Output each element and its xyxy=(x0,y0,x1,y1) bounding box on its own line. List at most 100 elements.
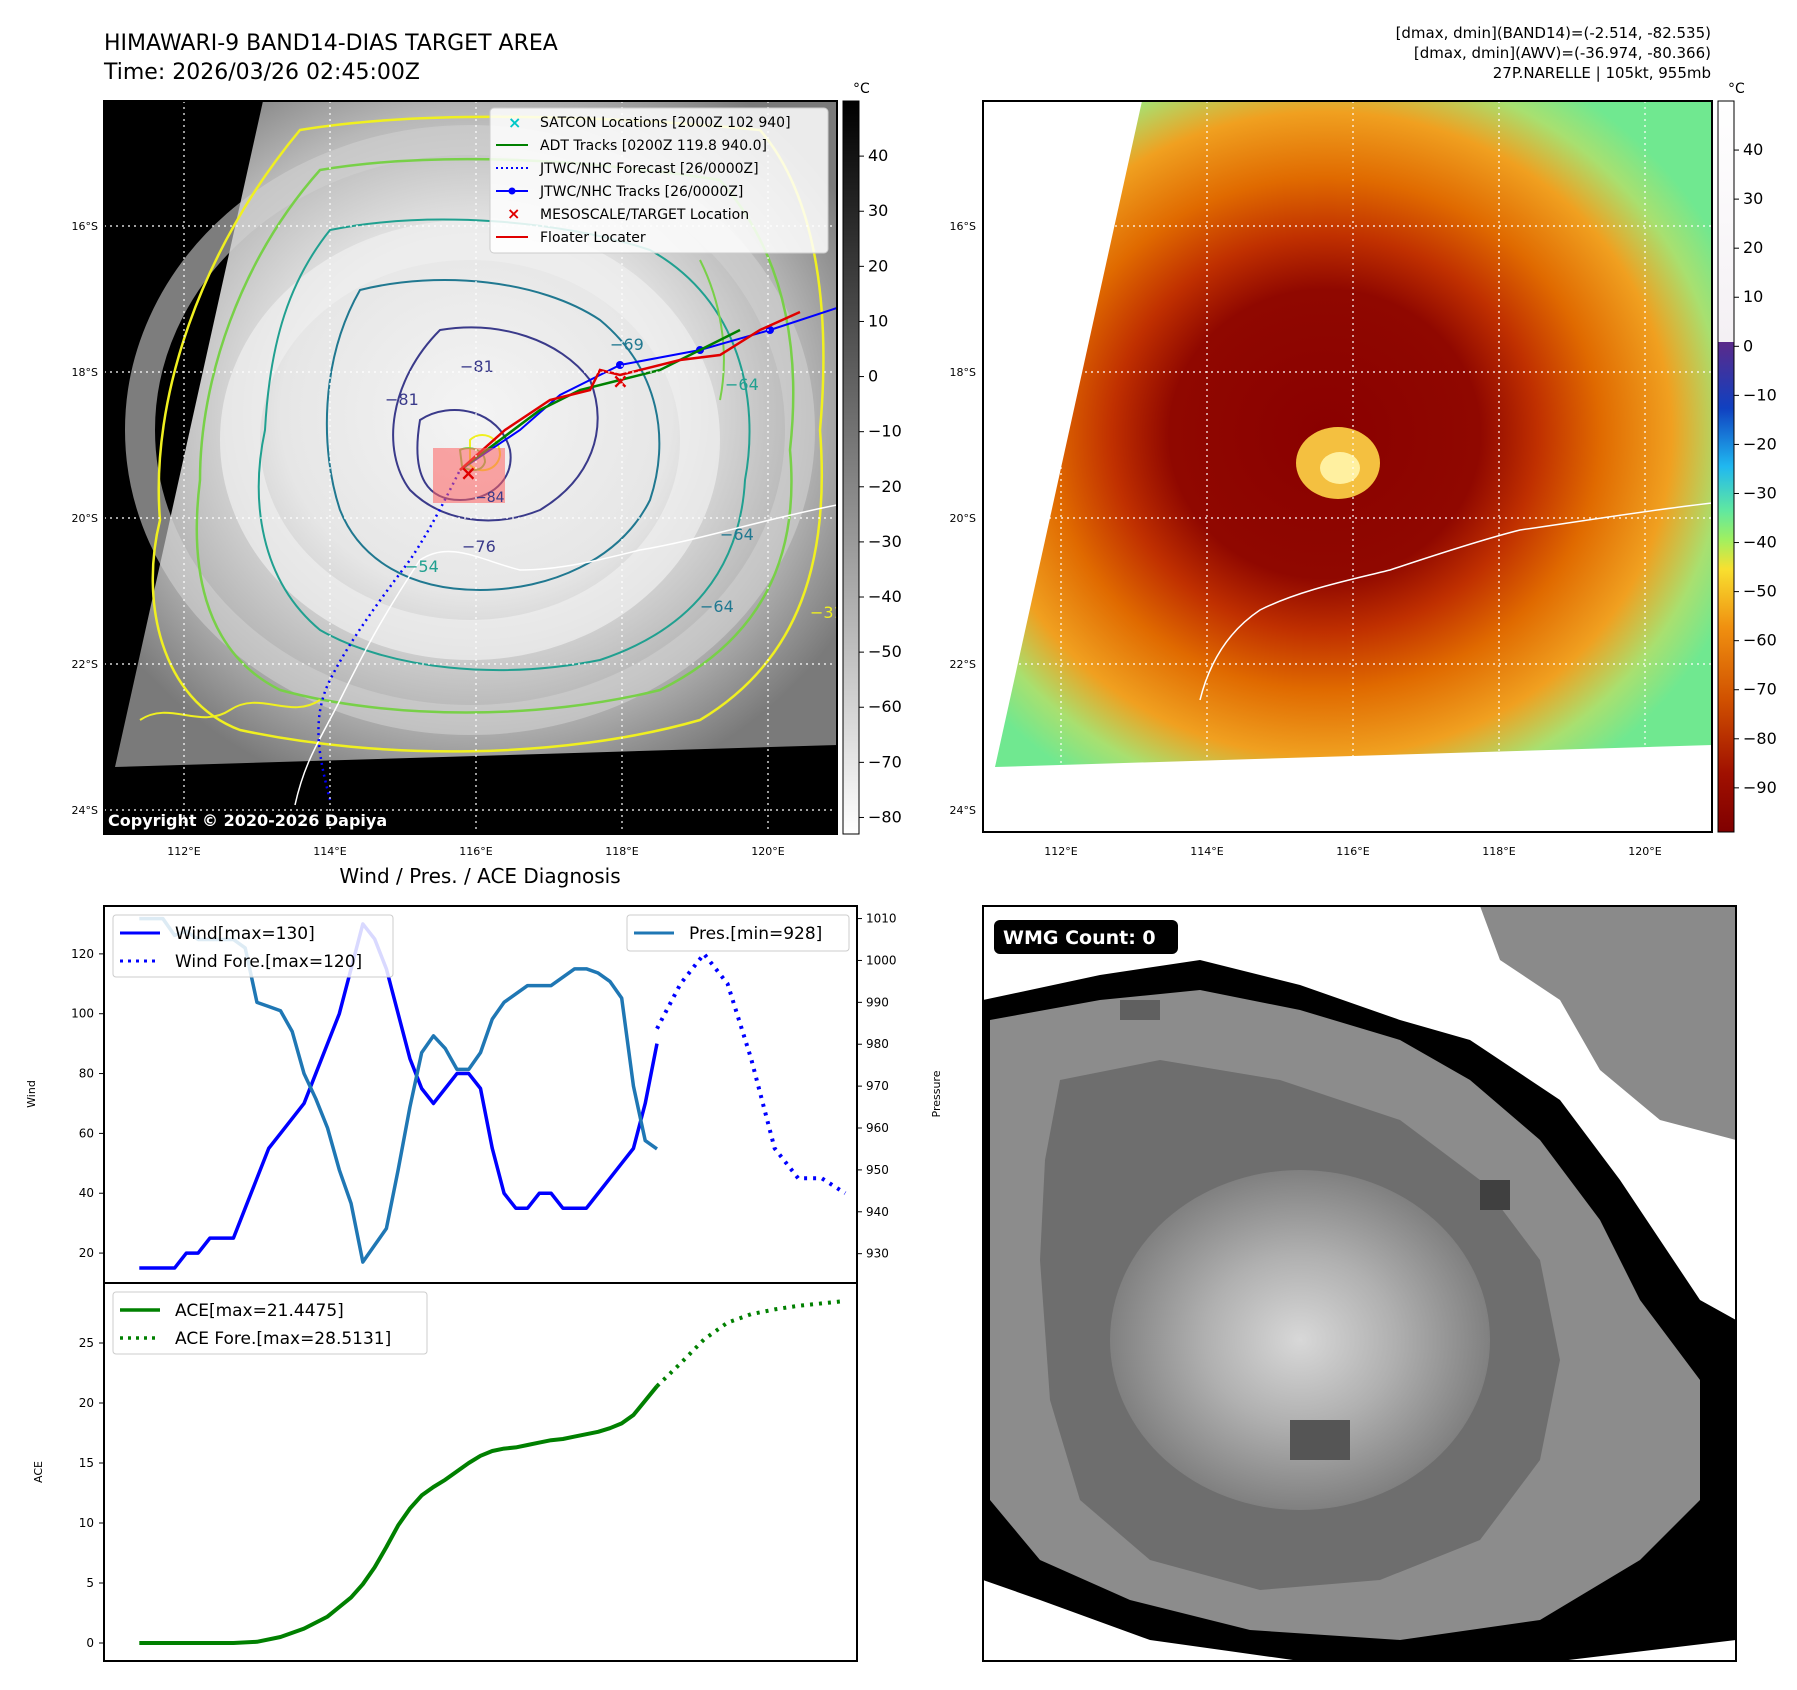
lon-label: 114°E xyxy=(313,845,346,858)
lon-label: 120°E xyxy=(751,845,784,858)
gray-colorbar-tick-label: −20 xyxy=(868,477,902,496)
contour-label: −64 xyxy=(720,525,754,544)
map1-adt-track xyxy=(459,328,741,471)
contour-label: −54 xyxy=(405,557,439,576)
pressure-legend: Pres.[min=928] xyxy=(626,914,850,952)
gray-colorbar-unit: °C xyxy=(853,81,870,97)
lon-label: 118°E xyxy=(605,845,638,858)
mesoscale-legend-icon: × xyxy=(507,204,520,223)
lat-label: 16°S xyxy=(72,220,98,233)
wind-legend-label: Wind[max=130] xyxy=(175,924,315,944)
legend-label-floater: Floater Locater xyxy=(540,230,646,246)
gray-colorbar xyxy=(842,100,860,835)
contour-label: −69 xyxy=(610,335,644,354)
color-colorbar-tick-label: 20 xyxy=(1743,238,1763,257)
color-colorbar-tick-label: 10 xyxy=(1743,287,1763,306)
ace-axis-label: ACE xyxy=(32,1461,45,1483)
lat-label: 24°S xyxy=(72,804,98,817)
color-colorbar-tick-label: 30 xyxy=(1743,189,1763,208)
map1-forecast-track xyxy=(317,469,462,801)
legend-label-jtwc: JTWC/NHC Tracks [26/0000Z] xyxy=(539,184,743,200)
contour-label: −81 xyxy=(385,390,419,409)
wind-line xyxy=(139,922,659,1270)
wind-y-ticks: 20 40 60 80 100 120 xyxy=(71,947,104,1260)
gray-colorbar-tick-label: −50 xyxy=(868,642,902,661)
color-colorbar-unit: °C xyxy=(1728,81,1745,97)
contour-label: −84 xyxy=(475,490,505,506)
pressure-tick-label: 980 xyxy=(866,1037,889,1051)
gray-colorbar-tick-label: −60 xyxy=(868,697,902,716)
color-colorbar-tick-label: −80 xyxy=(1743,729,1777,748)
map2-eye-core xyxy=(1320,452,1360,484)
legend-label-forecast: JTWC/NHC Forecast [26/0000Z] xyxy=(539,161,759,177)
color-colorbar-tick-label: −30 xyxy=(1743,483,1777,502)
ace-legend-label: ACE[max=21.4475] xyxy=(175,1301,344,1321)
band14-range: [dmax, dmin](BAND14)=(-2.514, -82.535) xyxy=(1396,24,1711,42)
wind-legend-box xyxy=(112,914,394,978)
pressure-legend-box xyxy=(626,914,850,952)
pressure-legend-label: Pres.[min=928] xyxy=(689,924,822,944)
diagnosis-title: Wind / Pres. / ACE Diagnosis xyxy=(339,864,620,888)
ace-tick-label: 10 xyxy=(79,1516,94,1530)
pressure-tick-label: 950 xyxy=(866,1163,889,1177)
pressure-tick-label: 970 xyxy=(866,1079,889,1093)
wind-forecast-line xyxy=(655,951,847,1195)
lon-label: 112°E xyxy=(1044,845,1077,858)
wind-tick-label: 20 xyxy=(79,1246,94,1260)
color-colorbar-tick-label: −20 xyxy=(1743,434,1777,453)
wind-tick-label: 40 xyxy=(79,1186,94,1200)
lon-label: 116°E xyxy=(1336,845,1369,858)
color-colorbar-ticks: 40 30 20 10 0 −10 −20 −30 −40 −50 −60 −70 −80 −90 xyxy=(1734,140,1777,797)
contour-label: −64 xyxy=(700,597,734,616)
awv-range: [dmax, dmin](AWV)=(-36.974, -80.366) xyxy=(1414,44,1711,62)
color-colorbar-tick-label: −70 xyxy=(1743,680,1777,699)
pressure-tick-label: 960 xyxy=(866,1121,889,1135)
color-colorbar-tick-label: −10 xyxy=(1743,385,1777,404)
map1-jtwc-point xyxy=(766,326,774,334)
gray-colorbar-ticks: 40 30 20 10 0 −10 −20 −30 −40 −50 −60 −70 −80 xyxy=(859,146,902,826)
wmg-cell xyxy=(1120,1000,1160,1020)
color-colorbar-tick-label: −40 xyxy=(1743,533,1777,552)
pressure-tick-label: 940 xyxy=(866,1205,889,1219)
ace-y-ticks: 0 5 10 15 20 25 xyxy=(79,1336,104,1650)
wind-tick-label: 80 xyxy=(79,1067,94,1081)
wmg-gray-corner xyxy=(1480,906,1736,1140)
pressure-tick-label: 1000 xyxy=(866,953,897,967)
map2-gridlines xyxy=(983,101,1712,832)
wind-tick-label: 60 xyxy=(79,1126,94,1140)
wmg-frame xyxy=(982,905,1737,1662)
ir-grayscale-map: × × −81 −81 −76 −64 −64 −64 −69 −54 −84 … xyxy=(72,81,902,858)
ace-legend-box xyxy=(112,1291,428,1355)
ir-color-map: 16°S 18°S 20°S 22°S 24°S 112°E 114°E 116… xyxy=(950,81,1777,858)
legend-label-satcon: SATCON Locations [2000Z 102 940] xyxy=(540,115,791,131)
lat-label: 24°S xyxy=(950,804,976,817)
map2-lon-labels: 112°E 114°E 116°E 118°E 120°E xyxy=(1044,845,1661,858)
color-colorbar-tick-label: −50 xyxy=(1743,582,1777,601)
gray-colorbar-tick-label: −40 xyxy=(868,587,902,606)
lat-label: 20°S xyxy=(950,512,976,525)
copyright-text: Copyright © 2020-2026 Dapiya xyxy=(108,811,387,830)
pressure-tick-label: 930 xyxy=(866,1247,889,1261)
color-colorbar-tick-label: −90 xyxy=(1743,778,1777,797)
gray-colorbar-tick-label: −10 xyxy=(868,422,902,441)
wind-axis-label: Wind xyxy=(25,1080,38,1108)
figure-title: HIMAWARI-9 BAND14-DIAS TARGET AREA xyxy=(104,31,558,56)
map1-jtwc-point xyxy=(616,361,624,369)
gray-colorbar-tick-label: −80 xyxy=(868,807,902,826)
ace-tick-label: 25 xyxy=(79,1336,94,1350)
wind-pressure-chart: Wind Pressure 20 40 60 80 100 120 930 940 950 96… xyxy=(25,905,943,1284)
ace-legend: ACE[max=21.4475] ACE Fore.[max=28.5131] xyxy=(112,1291,428,1355)
lat-label: 18°S xyxy=(950,366,976,379)
map1-frame xyxy=(103,100,838,835)
contour-label: −81 xyxy=(460,357,494,376)
map1-mesoscale-marker: × xyxy=(612,369,629,393)
color-colorbar-tick-label: 0 xyxy=(1743,336,1753,355)
gray-colorbar-tick-label: 30 xyxy=(868,201,888,220)
legend-label-adt: ADT Tracks [0200Z 119.8 940.0] xyxy=(540,138,767,154)
wmg-count-badge xyxy=(994,920,1178,954)
pressure-y-ticks: 930 940 950 960 970 980 990 1000 1010 xyxy=(857,912,897,1261)
gray-colorbar-tick-label: 20 xyxy=(868,256,888,275)
map1-legend: × SATCON Locations [2000Z 102 940] ADT T… xyxy=(489,107,829,254)
gray-colorbar-tick-label: 40 xyxy=(868,146,888,165)
lat-label: 20°S xyxy=(72,512,98,525)
